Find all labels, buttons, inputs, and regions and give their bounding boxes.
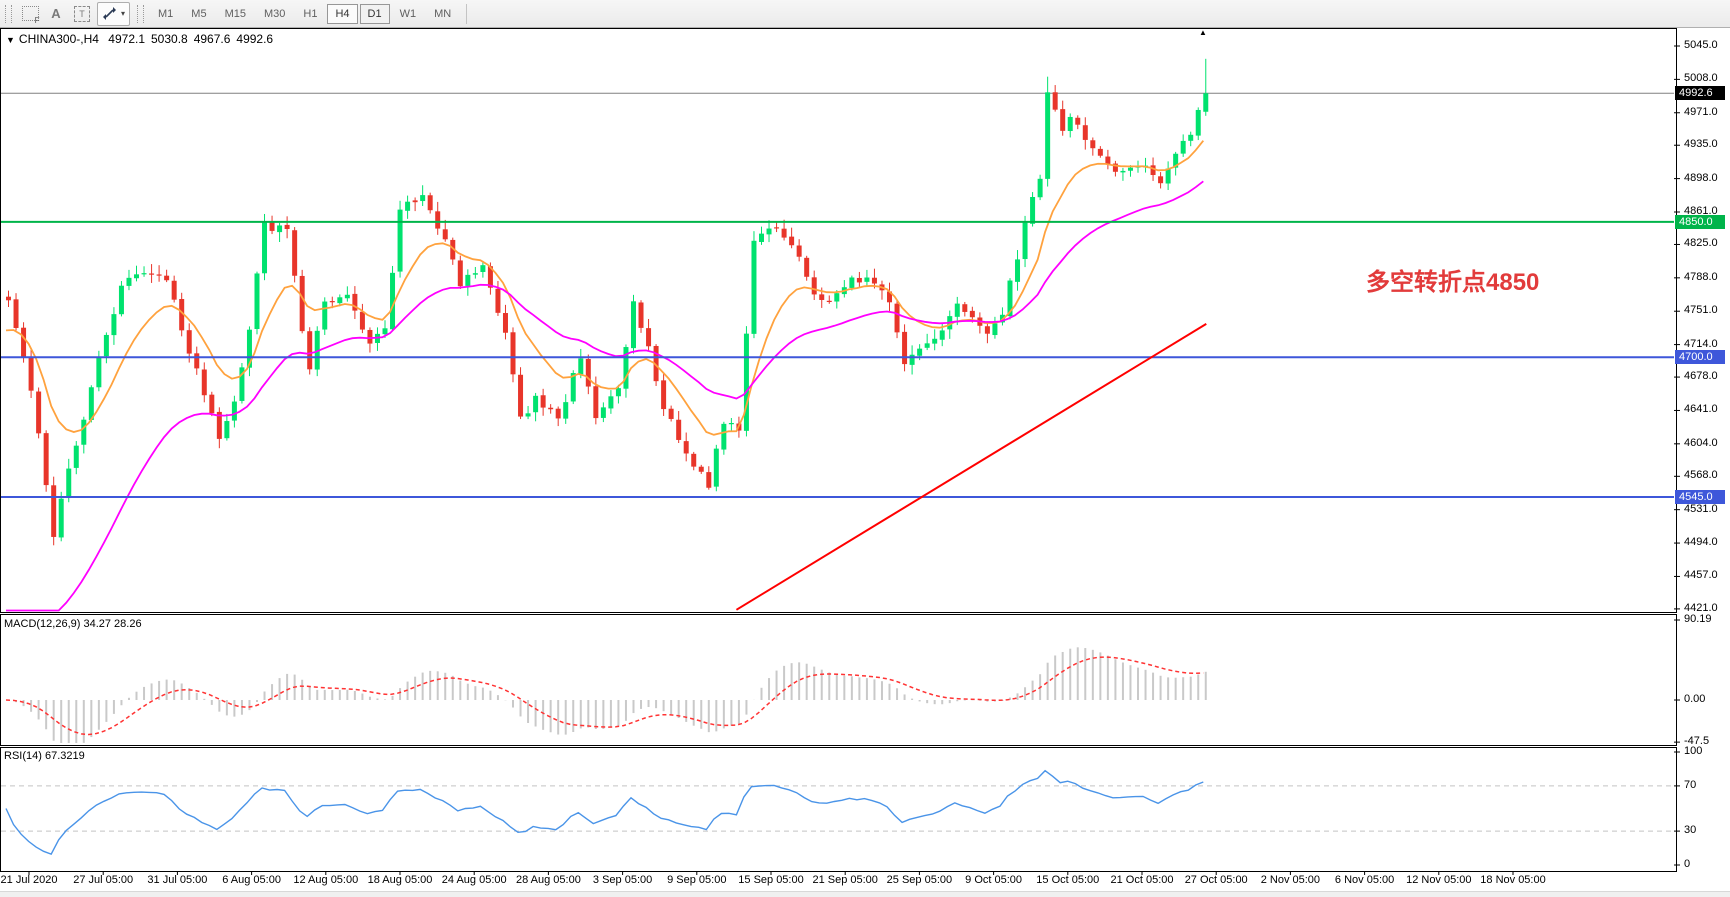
footer-strip [0,891,1730,897]
macd-indicator-label: MACD(12,26,9) 34.27 28.26 [4,618,142,630]
letter-a-icon: A [51,6,61,21]
timeframe-h1[interactable]: H1 [303,7,318,20]
date-label: 27 Oct 05:00 [1184,874,1248,886]
open-value: 4972.1 [108,32,145,46]
macd-panel[interactable] [0,614,1677,746]
low-value: 4967.6 [193,32,231,46]
toolbar-grip[interactable] [5,4,12,23]
diagonal-arrows-icon [103,7,116,20]
rsi-tick-label: 70 [1684,778,1697,791]
letter-t-icon: T [74,5,90,22]
date-label: 28 Aug 05:00 [515,874,581,886]
chart-text-annotation[interactable]: 多空转折点4850 [1366,269,1540,296]
timeframe-m15[interactable]: M15 [224,7,246,20]
timeframe-m5[interactable]: M5 [191,7,207,20]
main-chart-panel[interactable] [0,28,1677,613]
rsi-indicator-label: RSI(14) 67.3219 [4,750,85,762]
hline-price-badge: 4850.0 [1675,215,1725,229]
rsi-tick-label: 0 [1684,858,1691,870]
date-label: 9 Sep 05:00 [667,874,727,886]
close-value: 4992.6 [236,32,274,46]
price-tick-label: 4861.0 [1684,204,1718,217]
shift-letter: F [34,16,40,25]
chart-shift-icon[interactable]: F [19,3,41,25]
price-tick-label: 4457.0 [1684,569,1718,582]
price-tick-label: 4825.0 [1684,237,1718,250]
date-label: 9 Oct 05:00 [965,874,1023,886]
timeframe-m1[interactable]: M1 [158,7,174,20]
date-label: 15 Sep 05:00 [738,874,804,886]
symbol-ohlc-readout: ▼ CHINA300-,H4 4972.1 5030.8 4967.6 4992.6 [6,32,279,46]
chevron-down-icon: ▾ [121,9,126,18]
price-tick-label: 4494.0 [1684,536,1718,549]
date-label: 2 Nov 05:00 [1260,874,1321,886]
rsi-tick-label: 30 [1684,824,1697,837]
date-label: 25 Sep 05:00 [886,874,953,886]
price-tick-label: 4568.0 [1684,469,1718,482]
date-label: 12 Nov 05:00 [1406,874,1472,886]
date-label: 27 Jul 05:00 [73,874,134,886]
price-tick-label: 4898.0 [1684,171,1718,184]
timeframe-h4[interactable]: H4 [327,3,358,24]
price-tick-label: 5045.0 [1684,39,1718,51]
price-tick-label: 4641.0 [1684,403,1718,416]
date-label: 3 Sep 05:00 [592,874,653,886]
cursor-mode-button[interactable]: ▾ [97,1,131,26]
timeframe-m30[interactable]: M30 [263,7,286,20]
symbol-caret-icon: ▼ [6,35,15,45]
date-label: 15 Oct 05:00 [1036,874,1100,886]
toolbar-grip[interactable] [137,4,145,23]
timeframe-group: M1 M5 M15 M30 H1 H4 D1 W1 MN [149,3,460,24]
macd-tick-label: 90.19 [1684,613,1712,625]
price-tick-label: 4714.0 [1684,337,1718,350]
high-value: 5030.8 [151,32,188,46]
text-box-icon[interactable]: T [71,3,93,25]
rsi-panel[interactable] [0,747,1677,872]
date-label: 18 Nov 05:00 [1480,874,1546,886]
price-tick-label: 4531.0 [1684,502,1718,515]
price-tick-label: 4604.0 [1684,436,1718,449]
current-price-badge: 4992.6 [1675,86,1725,100]
timeframe-d1[interactable]: D1 [359,3,390,24]
macd-tick-label: -47.5 [1684,735,1710,748]
hline-price-badge: 4700.0 [1675,350,1725,364]
date-label: 31 Jul 05:00 [147,874,208,886]
symbol-name: CHINA300-,H4 [18,32,99,46]
date-label: 18 Aug 05:00 [367,874,433,886]
date-label: 6 Aug 05:00 [222,874,281,886]
text-annotation-icon[interactable]: A [45,3,67,25]
macd-tick-label: 0.00 [1684,693,1706,705]
toolbar: F A T ▾ M1 M5 M15 M30 H1 H4 D1 W1 MN [0,0,1730,28]
price-tick-label: 4935.0 [1684,138,1718,151]
price-tick-label: 4971.0 [1684,105,1718,118]
date-label: 21 Oct 05:00 [1110,874,1174,886]
hline-price-badge: 4545.0 [1675,490,1725,504]
dotted-box-icon: F [21,6,40,25]
price-tick-label: 4788.0 [1684,270,1718,283]
date-label: 21 Jul 2020 [0,874,58,886]
price-tick-label: 5008.0 [1684,72,1718,85]
rsi-tick-label: 100 [1684,745,1703,757]
price-tick-label: 4751.0 [1684,304,1718,317]
price-tick-label: 4678.0 [1684,370,1718,383]
toolbar-separator [466,3,468,24]
last-bar-marker-icon: ▲ [1199,28,1207,37]
date-label: 12 Aug 05:00 [293,874,359,886]
price-tick-label: 4421.0 [1684,601,1718,614]
timeframe-w1[interactable]: W1 [399,7,417,20]
date-label: 24 Aug 05:00 [441,874,507,886]
date-label: 21 Sep 05:00 [812,874,878,886]
date-label: 6 Nov 05:00 [1334,874,1395,886]
timeframe-mn[interactable]: MN [434,7,452,20]
